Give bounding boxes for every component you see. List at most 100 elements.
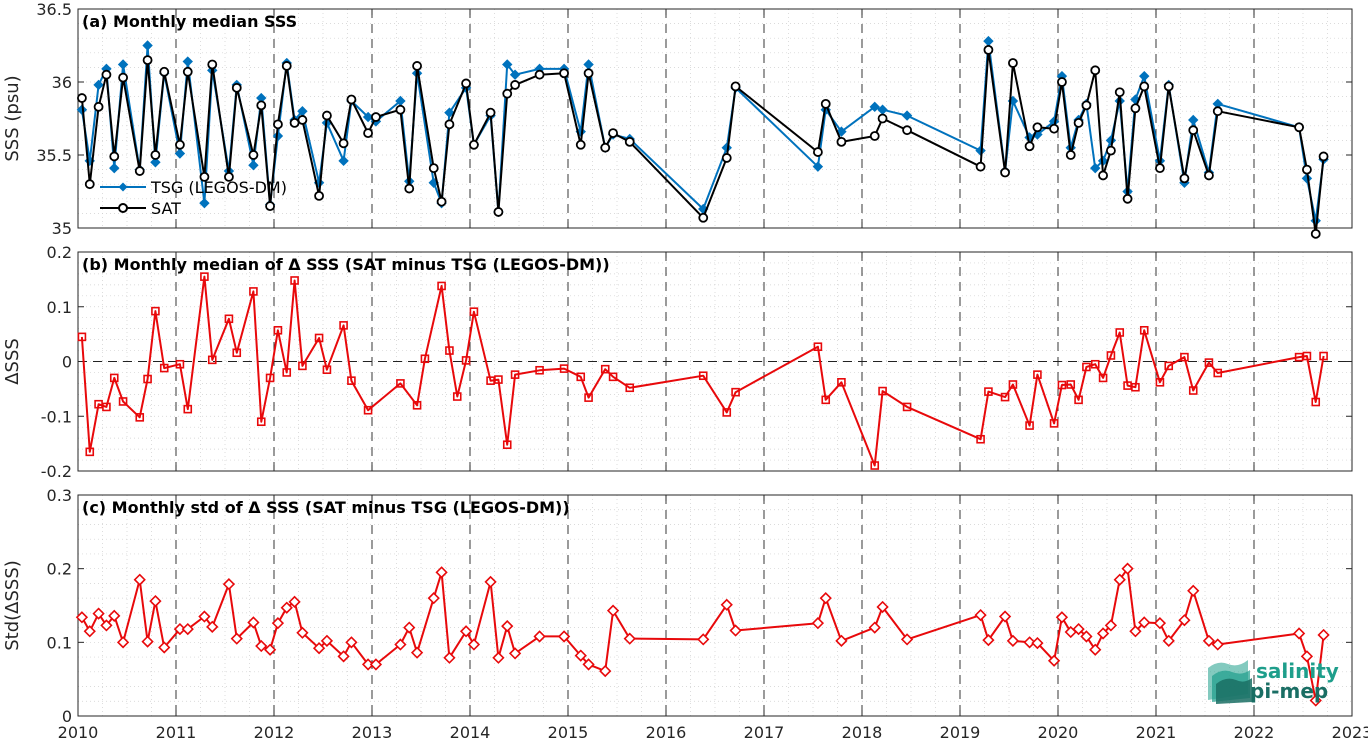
data-point <box>574 649 587 662</box>
data-point <box>1023 636 1036 649</box>
data-point <box>624 136 635 147</box>
data-point <box>1153 617 1167 630</box>
data-point <box>322 365 332 375</box>
data-point <box>143 374 152 384</box>
x-tick-label: 2015 <box>548 723 589 742</box>
data-point <box>1187 584 1200 597</box>
data-point <box>1188 125 1199 136</box>
data-point <box>984 387 993 396</box>
data-point <box>102 402 111 412</box>
y-axis-label: Std(ΔSSS) <box>2 560 23 651</box>
data-point <box>109 162 120 174</box>
data-point <box>281 61 292 71</box>
data-point <box>77 93 87 103</box>
data-point <box>486 376 495 385</box>
legend-label-sat: SAT <box>151 199 181 218</box>
data-point <box>159 66 170 77</box>
data-point <box>314 333 324 343</box>
data-point <box>222 578 236 591</box>
data-point <box>1006 634 1020 647</box>
data-point <box>1311 397 1321 407</box>
panel-title: (b) Monthly median of Δ SSS (SAT minus T… <box>82 255 610 274</box>
data-point <box>600 142 611 153</box>
data-point <box>868 621 881 634</box>
data-point <box>1122 193 1133 204</box>
data-point <box>1090 359 1100 369</box>
data-point <box>232 348 242 358</box>
data-point <box>404 183 415 194</box>
data-point <box>1024 141 1035 152</box>
data-point <box>1302 164 1312 175</box>
data-point <box>207 355 217 365</box>
data-point <box>623 632 636 645</box>
y-tick-label: 0.2 <box>47 560 72 579</box>
data-point <box>501 619 514 633</box>
data-point <box>576 372 586 382</box>
data-point <box>1082 362 1091 372</box>
data-point <box>361 658 375 671</box>
x-tick-label: 2016 <box>646 723 687 742</box>
data-point <box>109 151 120 162</box>
data-point <box>182 56 193 67</box>
data-point <box>1180 352 1189 362</box>
data-point <box>83 625 96 638</box>
axes-box <box>77 494 1353 717</box>
panel-a: 35 35.5 36 36.5 SSS (psu) (a) Monthly median … <box>2 0 1353 239</box>
data-point <box>1000 167 1010 178</box>
y-tick-label: 36 <box>52 73 72 92</box>
data-point <box>599 664 612 678</box>
x-tick-label: 2011 <box>156 723 197 742</box>
data-point <box>394 638 407 651</box>
data-point <box>1031 636 1044 650</box>
x-tick-label: 2021 <box>1136 723 1177 742</box>
data-point <box>363 405 373 415</box>
data-point <box>101 69 112 80</box>
data-point <box>420 354 430 364</box>
data-point <box>452 392 462 401</box>
data-point <box>559 68 569 79</box>
data-point <box>625 383 635 393</box>
data-point <box>1033 370 1042 379</box>
data-point <box>900 633 914 646</box>
data-point <box>1089 643 1102 656</box>
data-point <box>1319 351 1328 361</box>
data-point <box>371 112 381 122</box>
data-point <box>93 79 104 91</box>
data-point <box>338 138 349 149</box>
data-point <box>559 364 569 373</box>
data-point <box>509 69 521 80</box>
data-point <box>608 372 618 382</box>
data-point <box>369 658 383 671</box>
data-point <box>1049 419 1059 428</box>
data-point <box>158 641 171 654</box>
data-point <box>1049 123 1059 134</box>
panel-title: (a) Monthly median SSS <box>82 12 297 31</box>
data-point <box>230 632 243 645</box>
data-point <box>1178 614 1191 627</box>
data-point <box>1080 630 1093 643</box>
data-point <box>109 373 119 383</box>
data-point <box>812 161 824 172</box>
data-point <box>502 88 513 99</box>
x-tick-label: 2023 <box>1332 723 1368 742</box>
data-point <box>175 359 185 369</box>
y-axis-label: ΔSSS <box>2 338 23 385</box>
data-point <box>1104 619 1118 632</box>
y-tick-label: 35 <box>52 219 72 238</box>
panel-b: -0.2 -0.1 0 0.1 0.2 ΔSSS (b) Monthly median of… <box>2 243 1353 481</box>
data-point <box>484 575 497 589</box>
data-point <box>1155 378 1165 387</box>
data-point <box>1212 106 1223 117</box>
data-point <box>1098 170 1108 181</box>
data-point <box>1310 228 1321 239</box>
data-point <box>345 636 358 649</box>
data-point <box>1066 380 1076 389</box>
data-point <box>199 197 210 209</box>
data-point <box>346 94 357 105</box>
data-point <box>338 155 349 167</box>
data-point <box>811 617 825 630</box>
data-point <box>290 276 299 285</box>
data-point <box>974 608 987 622</box>
data-point <box>265 201 275 212</box>
data-point <box>1139 81 1150 92</box>
